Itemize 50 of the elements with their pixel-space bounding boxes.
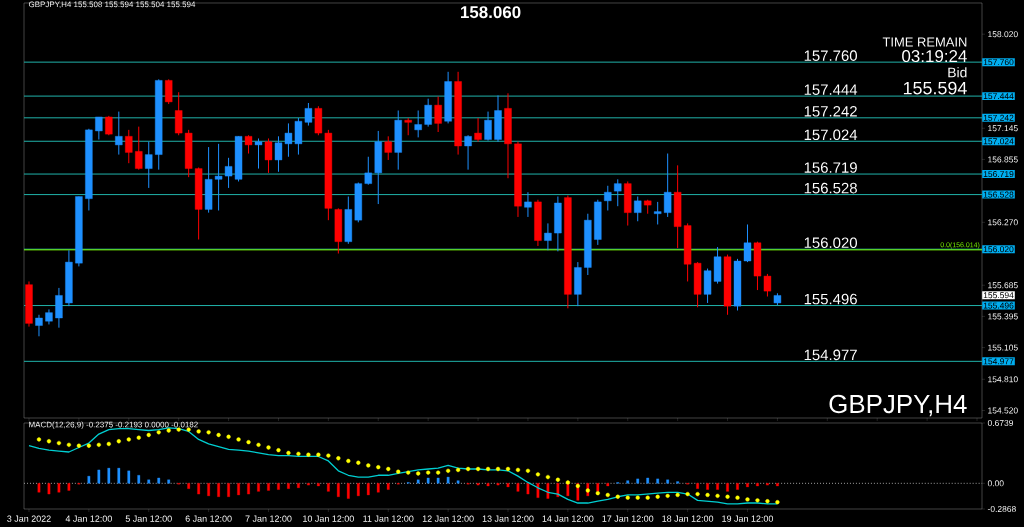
y-tick-label: 154.520 [988, 407, 1018, 414]
ref-line-label: 155.496 [804, 293, 857, 305]
text: 157.242 [983, 114, 1014, 121]
text: 155.594 [983, 292, 1014, 299]
x-tick-label: 7 Jan 12:00 [245, 515, 292, 522]
annotation: 03:19:24 [902, 50, 967, 63]
ref-line-label: 157.242 [804, 106, 857, 117]
text: 157.024 [983, 138, 1014, 145]
x-tick-label: 18 Jan 12:00 [662, 515, 714, 522]
x-tick-label: 5 Jan 12:00 [125, 515, 172, 522]
x-tick-label: 4 Jan 12:00 [65, 515, 112, 522]
annotation: Bid [948, 67, 967, 78]
y-tick-label: 155.395 [988, 313, 1018, 320]
y-tick-label: 0.00 [987, 480, 1004, 487]
x-tick-label: 6 Jan 12:00 [185, 515, 232, 522]
ref-line-label: 157.444 [804, 84, 858, 95]
text: 156.719 [983, 171, 1014, 178]
ref-line-label: 156.020 [804, 237, 857, 248]
annotation: TIME REMAIN [882, 37, 967, 47]
x-tick-label: 17 Jan 12:00 [602, 515, 654, 522]
x-tick-label: 12 Jan 12:00 [422, 515, 474, 522]
text: 154.977 [983, 358, 1014, 365]
x-tick-label: 10 Jan 12:00 [303, 515, 354, 522]
annotation: 155.594 [903, 81, 967, 95]
y-tick-label: 156.270 [988, 219, 1018, 226]
x-tick-label: 14 Jan 12:00 [542, 515, 594, 522]
annotation: 158.060 [461, 6, 521, 19]
text: 155.496 [983, 302, 1014, 309]
ref-line-label: 154.977 [804, 349, 857, 361]
ref-line-label: 157.024 [804, 129, 858, 141]
x-tick-label: 19 Jan 12:00 [722, 515, 774, 522]
text: 157.444 [983, 93, 1014, 100]
x-tick-label: 13 Jan 12:00 [482, 515, 534, 522]
annotation: GBPJPY,H4 [829, 394, 967, 417]
y-tick-label: 155.685 [988, 282, 1018, 289]
y-tick-label: -0.2868 [987, 506, 1016, 512]
ref-line-label: 156.719 [804, 162, 857, 173]
y-tick-label: 157.145 [988, 125, 1018, 132]
y-tick-label: 0.6739 [987, 420, 1014, 426]
x-tick-label: 11 Jan 12:00 [363, 515, 414, 522]
y-tick-label: 155.105 [988, 344, 1018, 351]
y-tick-label: 156.855 [988, 156, 1018, 163]
y-tick-label: 154.810 [988, 376, 1018, 383]
text: 156.020 [983, 246, 1014, 253]
text: 156.528 [983, 191, 1014, 198]
x-tick-label: 3 Jan 2022 [7, 515, 51, 522]
ref-line-label: 156.528 [804, 182, 857, 194]
y-tick-label: 158.020 [988, 31, 1018, 38]
text: 157.760 [983, 59, 1014, 66]
ref-line-label: 157.760 [804, 50, 857, 61]
